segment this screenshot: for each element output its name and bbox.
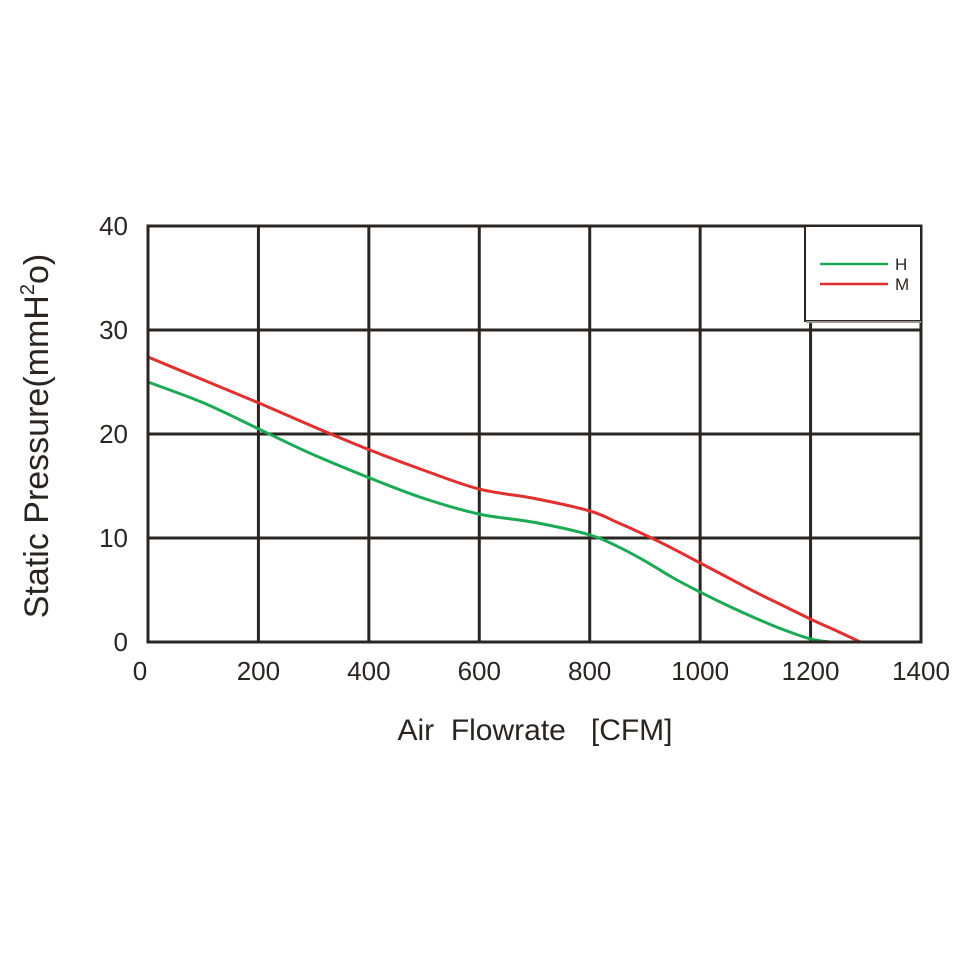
legend-box xyxy=(804,225,922,322)
y-tick-label: 0 xyxy=(114,627,128,657)
y-axis-label-superscript: 2 xyxy=(17,284,39,295)
legend: HM xyxy=(804,225,922,323)
x-tick-label: 800 xyxy=(568,656,611,686)
y-tick-label: 40 xyxy=(99,211,128,241)
x-tick-label: 600 xyxy=(458,656,501,686)
x-tick-label: 0 xyxy=(133,656,147,686)
legend-label-m: M xyxy=(895,275,909,294)
legend-label-h: H xyxy=(895,255,907,274)
series-line-m xyxy=(147,355,861,644)
series-line-h xyxy=(147,380,831,644)
y-tick-label: 10 xyxy=(99,523,128,553)
x-tick-label: 400 xyxy=(347,656,390,686)
x-axis-label: Air Flowrate [CFM] xyxy=(397,714,672,747)
x-tick-label: 1000 xyxy=(671,656,729,686)
y-axis-label-main: Static Pressure(mmH xyxy=(18,295,56,618)
series-lines xyxy=(147,355,861,644)
y-tick-label: 20 xyxy=(99,419,128,449)
x-tick-label: 1200 xyxy=(782,656,840,686)
x-tick-label: 200 xyxy=(237,656,280,686)
y-tick-label: 30 xyxy=(99,315,128,345)
y-axis-label-end: o) xyxy=(18,254,56,284)
x-tick-label: 1400 xyxy=(892,656,950,686)
tick-labels: 0 200 400 600 800 1000 1200 1400 0 10 20 30 40 xyxy=(99,211,950,686)
y-axis-label: Static Pressure(mmH2o) xyxy=(17,254,56,618)
plot-frame xyxy=(146,224,923,644)
